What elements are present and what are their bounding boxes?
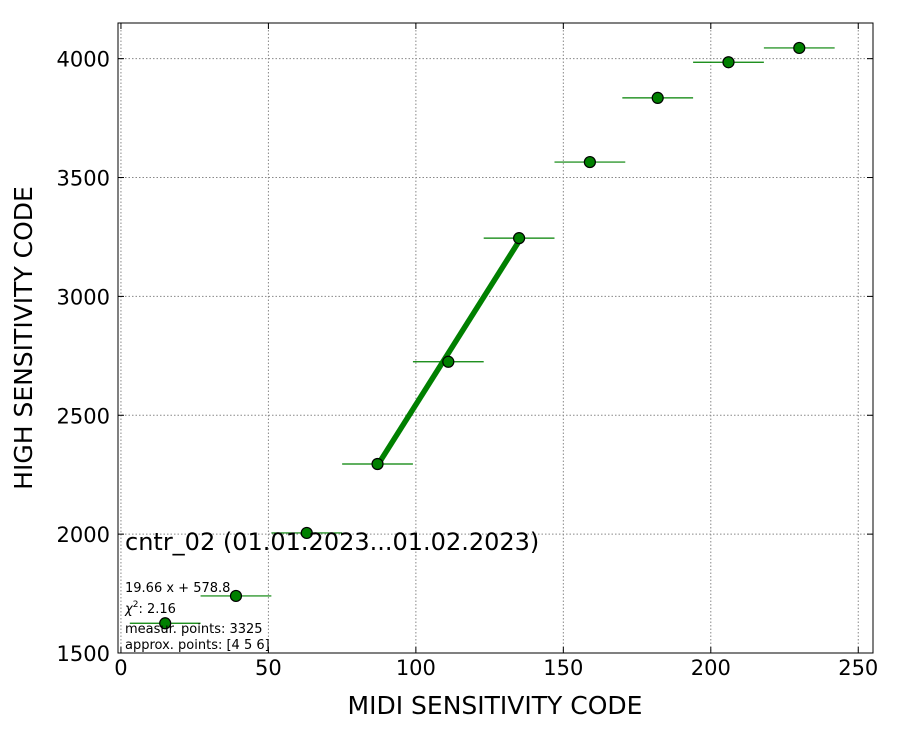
fit-line-group: [375, 239, 522, 467]
data-point: [229, 589, 243, 603]
y-tick-label: 1500: [57, 642, 110, 666]
data-point: [722, 56, 735, 69]
annotation-approx-points: approx. points: [4 5 6]: [125, 638, 270, 653]
y-tick-label: 4000: [57, 48, 110, 72]
y-axis-label: HIGH SENSITIVITY CODE: [9, 186, 38, 490]
data-point: [300, 526, 313, 540]
data-point: [583, 155, 596, 169]
x-tick-label: 250: [838, 656, 878, 680]
x-tick-label: 150: [543, 656, 583, 680]
x-tick-label: 0: [114, 656, 127, 680]
y-tick-label: 2500: [57, 404, 110, 428]
data-points: [159, 41, 806, 630]
tick-labels: 0 50 100 150 200 250 1500 2000 2500 3000 3500 4000: [57, 48, 879, 680]
annotation-fit-equation: 19.66 x + 578.8: [125, 581, 230, 596]
x-tick-label: 100: [396, 656, 436, 680]
y-tick-label: 3500: [57, 167, 110, 191]
data-point: [371, 457, 384, 471]
x-tick-label: 200: [691, 656, 731, 680]
annotation-chi2-superscript: 2: [133, 600, 139, 610]
y-tick-label: 3000: [57, 285, 110, 309]
annotation-chi2: χ2: 2.16: [124, 600, 176, 617]
data-point: [651, 91, 664, 104]
annotation-chi2-symbol: χ: [124, 602, 134, 617]
annotation-measur-points: measur. points: 3325: [125, 622, 263, 637]
annotation-title: cntr_02 (01.01.2023...01.02.2023): [125, 528, 539, 556]
y-tick-label: 2000: [57, 523, 110, 547]
x-axis-label: MIDI SENSITIVITY CODE: [348, 691, 643, 720]
grid: [118, 23, 873, 654]
fit-line: [375, 239, 522, 467]
data-point: [442, 355, 455, 368]
x-tick-label: 50: [255, 656, 282, 680]
data-point: [159, 617, 172, 630]
annotation-chi2-value: : 2.16: [138, 602, 175, 617]
data-point: [793, 41, 806, 55]
axis-ticks: [118, 23, 873, 654]
data-point: [512, 232, 526, 245]
plot-frame: [117, 22, 874, 654]
